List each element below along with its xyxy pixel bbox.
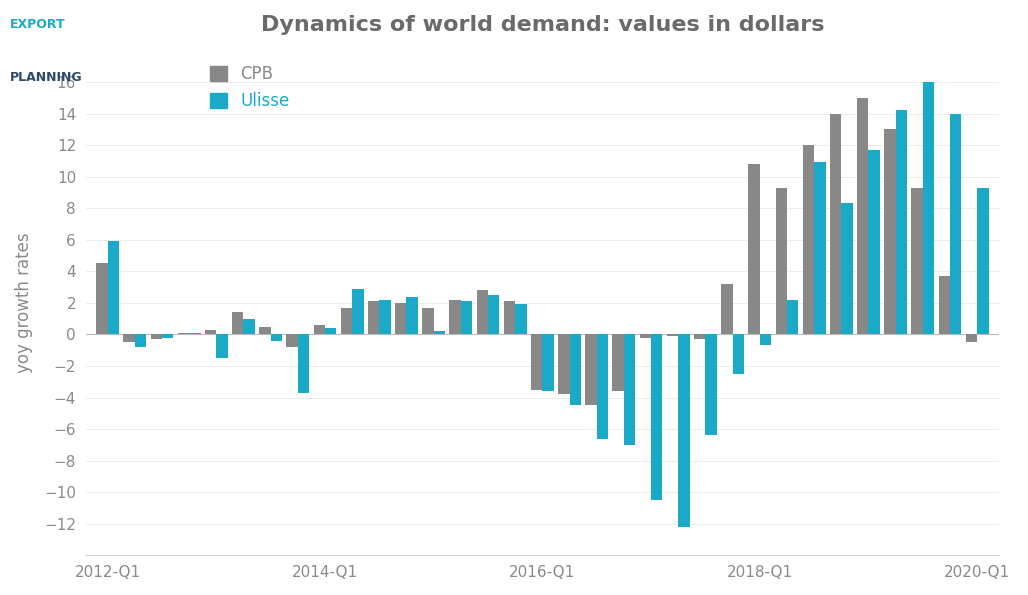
- Bar: [596, 334, 609, 439]
- Bar: [423, 308, 434, 334]
- Bar: [216, 334, 227, 358]
- Bar: [841, 203, 852, 334]
- Bar: [939, 276, 950, 334]
- Bar: [340, 308, 353, 334]
- Bar: [950, 114, 961, 334]
- Bar: [353, 289, 364, 334]
- Bar: [803, 145, 814, 334]
- Bar: [434, 331, 445, 334]
- Text: PLANNING: PLANNING: [10, 71, 83, 84]
- Bar: [150, 334, 162, 339]
- Bar: [123, 334, 135, 342]
- Bar: [722, 284, 733, 334]
- Bar: [585, 334, 596, 405]
- Bar: [395, 303, 406, 334]
- Bar: [488, 295, 500, 334]
- Bar: [314, 325, 325, 334]
- Bar: [733, 334, 744, 374]
- Bar: [270, 334, 282, 341]
- Bar: [787, 300, 799, 334]
- Bar: [570, 334, 581, 405]
- Bar: [298, 334, 309, 393]
- Bar: [189, 333, 200, 334]
- Bar: [244, 319, 255, 334]
- Bar: [923, 82, 934, 334]
- Bar: [97, 264, 108, 334]
- Bar: [558, 334, 570, 394]
- Bar: [515, 305, 526, 334]
- Bar: [259, 327, 270, 334]
- Bar: [912, 187, 923, 334]
- Y-axis label: yoy growth rates: yoy growth rates: [15, 233, 33, 373]
- Bar: [760, 334, 771, 346]
- Bar: [895, 111, 907, 334]
- Bar: [325, 328, 336, 334]
- Bar: [449, 300, 461, 334]
- Bar: [135, 334, 146, 347]
- Title: Dynamics of world demand: values in dollars: Dynamics of world demand: values in doll…: [261, 15, 824, 35]
- Bar: [705, 334, 717, 436]
- Bar: [613, 334, 624, 391]
- Bar: [162, 334, 174, 337]
- Bar: [830, 114, 841, 334]
- Bar: [978, 187, 989, 334]
- Bar: [205, 330, 216, 334]
- Bar: [678, 334, 690, 527]
- Bar: [530, 334, 543, 390]
- Bar: [543, 334, 554, 391]
- Bar: [694, 334, 705, 339]
- Bar: [461, 301, 472, 334]
- Bar: [232, 312, 244, 334]
- Bar: [651, 334, 662, 500]
- Bar: [857, 98, 869, 334]
- Text: EXPORT: EXPORT: [10, 18, 66, 31]
- Bar: [368, 301, 379, 334]
- Bar: [869, 150, 880, 334]
- Bar: [477, 290, 488, 334]
- Bar: [667, 334, 678, 336]
- Bar: [108, 242, 119, 334]
- Bar: [624, 334, 635, 445]
- Bar: [287, 334, 298, 347]
- Bar: [379, 300, 391, 334]
- Legend: CPB, Ulisse: CPB, Ulisse: [204, 59, 296, 117]
- Bar: [965, 334, 978, 342]
- Bar: [748, 164, 760, 334]
- Bar: [504, 301, 515, 334]
- Bar: [775, 187, 787, 334]
- Bar: [639, 334, 651, 337]
- Bar: [814, 162, 825, 334]
- Bar: [178, 333, 189, 334]
- Bar: [884, 129, 895, 334]
- Bar: [406, 296, 418, 334]
